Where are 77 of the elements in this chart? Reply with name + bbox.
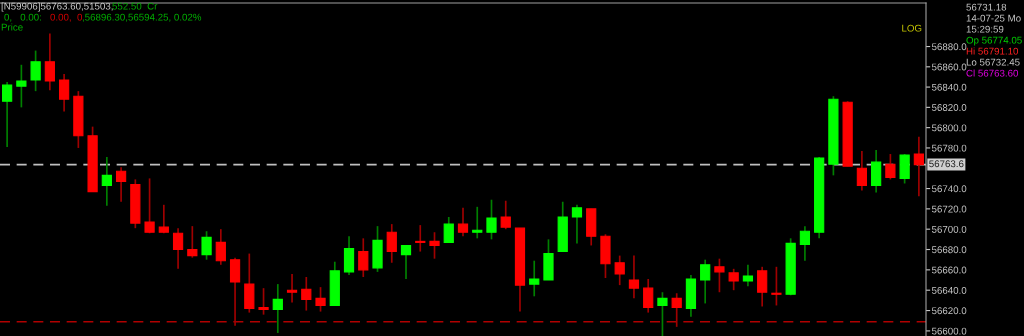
y-tick-label: 56820.0 xyxy=(931,104,967,111)
candlestick xyxy=(187,225,198,259)
candlestick xyxy=(229,256,241,327)
candlestick xyxy=(571,203,583,245)
candlestick xyxy=(799,225,811,262)
text: Op 56774.05 xyxy=(966,36,1022,46)
candlestick xyxy=(614,254,625,286)
y-tick-label: 56700.0 xyxy=(931,225,967,233)
candlestick xyxy=(643,278,654,314)
candlestick xyxy=(885,153,896,181)
candlestick xyxy=(258,287,269,316)
candlestick xyxy=(301,276,312,312)
candlestick xyxy=(415,224,426,253)
y-tick-label: 56840.0 xyxy=(931,83,967,91)
y-tick-label: 56720.0 xyxy=(931,205,967,213)
candlestick xyxy=(443,216,454,244)
candlestick xyxy=(158,203,169,235)
ref-line-label: 56763.6 xyxy=(929,160,964,168)
candlestick xyxy=(871,149,882,194)
candlestick xyxy=(700,258,711,305)
candlestick xyxy=(771,265,782,307)
annotation: 0.00, 0 xyxy=(50,13,83,22)
candlestick xyxy=(913,135,924,198)
candlestick xyxy=(529,259,540,298)
text: 14-07-25 Mo xyxy=(966,14,1021,22)
candlestick xyxy=(500,199,511,231)
candlestick xyxy=(457,207,469,238)
candlestick xyxy=(714,257,725,294)
candlestick xyxy=(315,286,326,313)
candlestick xyxy=(856,150,868,192)
candlestick xyxy=(899,153,910,185)
candlestick xyxy=(201,230,212,261)
candlestick xyxy=(286,273,298,304)
candlestick xyxy=(343,235,355,276)
candlestick xyxy=(272,283,283,334)
y-tick-label: 56620.0 xyxy=(931,307,967,315)
candlestick xyxy=(429,231,440,260)
candlestick xyxy=(472,206,483,240)
candlestick xyxy=(144,177,155,235)
candlestick xyxy=(386,223,397,264)
y-tick-label: 56680.0 xyxy=(931,246,967,254)
candlestick xyxy=(172,227,184,270)
candlestick xyxy=(30,49,41,92)
candlestick xyxy=(101,156,112,207)
y-tick-label: 56860.0 xyxy=(931,63,967,71)
annotation: 0, 0.00: xyxy=(4,13,41,22)
candlestick xyxy=(742,263,754,287)
candlestick xyxy=(215,228,226,266)
text: Hi 56791.10 xyxy=(966,47,1019,55)
candlestick xyxy=(671,292,682,328)
candlestick xyxy=(58,73,70,113)
annotation: 552.50 Cr xyxy=(112,2,158,10)
candlestick xyxy=(628,254,640,300)
y-tick-label: 56780.0 xyxy=(931,144,967,152)
candlestick xyxy=(16,63,27,109)
candlestick xyxy=(2,81,13,148)
candlestick xyxy=(486,198,497,241)
candlestick xyxy=(400,244,412,280)
y-tick-label: 56660.0 xyxy=(931,266,967,274)
text: 56731.18 xyxy=(966,3,1007,11)
annotation: LOG xyxy=(902,24,922,32)
y-tick-label: 56800.0 xyxy=(931,124,967,132)
candlestick xyxy=(44,32,55,91)
annotation: Price xyxy=(1,23,23,31)
text: 15:29:59 xyxy=(966,25,1004,33)
candlestick xyxy=(358,237,369,278)
text: Cl 56763.60 xyxy=(966,69,1019,77)
y-tick-label: 56880.0 xyxy=(931,43,967,51)
candlestick xyxy=(757,265,768,308)
y-tick-label: 56600.0 xyxy=(931,327,967,335)
candlestick xyxy=(728,268,739,292)
y-tick-label: 56640.0 xyxy=(931,286,967,294)
text: Lo 56732.45 xyxy=(966,58,1020,66)
annotation: ,56896.30,56594.25, 0.02% xyxy=(82,13,202,22)
candlestick xyxy=(115,166,127,203)
annotation: [N59906]56763.60,51503, xyxy=(1,2,113,12)
y-tick-label: 56740.0 xyxy=(931,185,967,193)
